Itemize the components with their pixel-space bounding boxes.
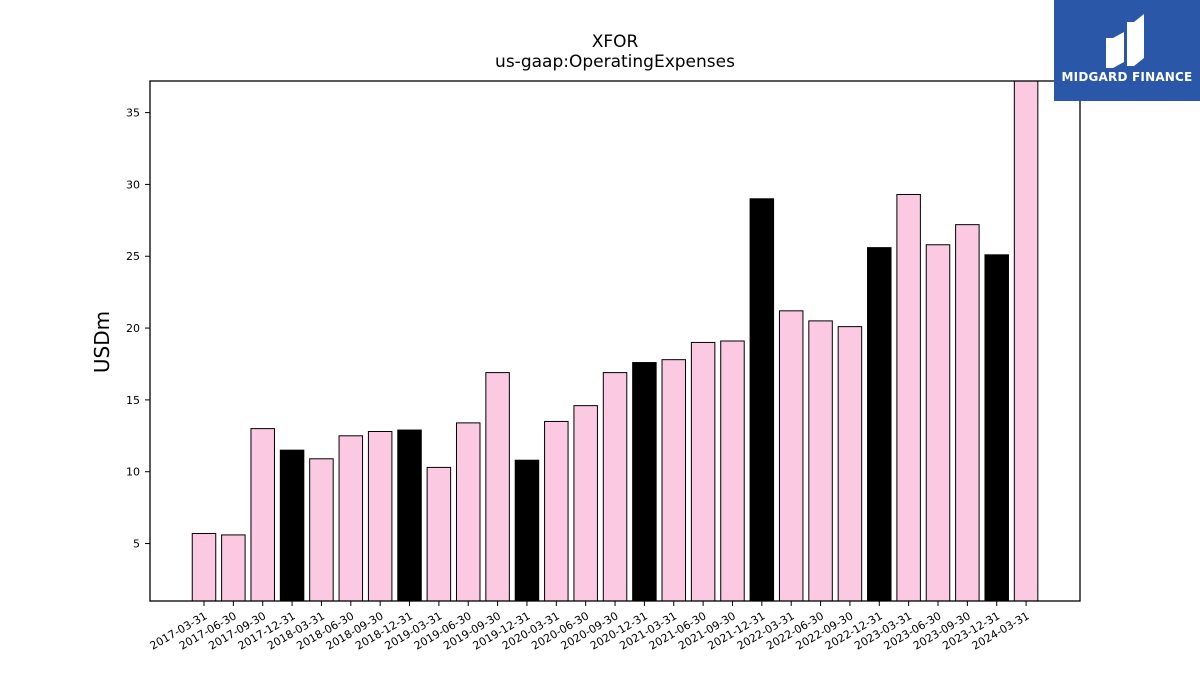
bar	[250, 428, 275, 602]
bar	[749, 198, 775, 602]
midgard-finance-logo: MIDGARD FINANCE	[1054, 0, 1200, 101]
bar	[514, 459, 540, 602]
y-tick-label: 25	[126, 250, 140, 263]
bar	[837, 326, 863, 602]
bar	[191, 532, 217, 602]
chart-subtitle: us-gaap:OperatingExpenses	[495, 52, 735, 72]
bar	[367, 431, 393, 602]
bar	[279, 449, 305, 602]
bar	[602, 372, 628, 602]
bar	[455, 422, 481, 602]
y-tick-label: 5	[133, 538, 140, 551]
bar	[896, 193, 921, 602]
bar	[338, 435, 364, 602]
bar	[984, 254, 1009, 602]
bar	[1013, 80, 1039, 602]
y-tick-label: 10	[126, 466, 140, 479]
bar	[720, 340, 745, 602]
bar	[573, 405, 598, 602]
bar	[221, 534, 246, 602]
y-tick-label: 15	[126, 394, 140, 407]
bar	[867, 247, 892, 602]
bar	[397, 429, 422, 602]
bar	[426, 466, 452, 602]
bar	[778, 310, 804, 602]
y-axis-label: USDm	[90, 310, 114, 374]
midgard-logo-icon	[1106, 14, 1144, 68]
y-tick-label: 35	[126, 107, 140, 120]
y-tick-label: 20	[126, 322, 140, 335]
bar	[925, 244, 951, 602]
bar	[955, 224, 980, 602]
logo-text: MIDGARD FINANCE	[1061, 70, 1193, 84]
bar	[690, 341, 716, 602]
bar	[485, 372, 510, 602]
chart-title: XFOR	[591, 32, 639, 52]
y-tick-label: 30	[126, 178, 140, 191]
bar	[544, 420, 569, 602]
bar	[661, 359, 687, 602]
bar	[309, 458, 334, 602]
bar	[632, 362, 657, 602]
bar	[808, 320, 833, 602]
